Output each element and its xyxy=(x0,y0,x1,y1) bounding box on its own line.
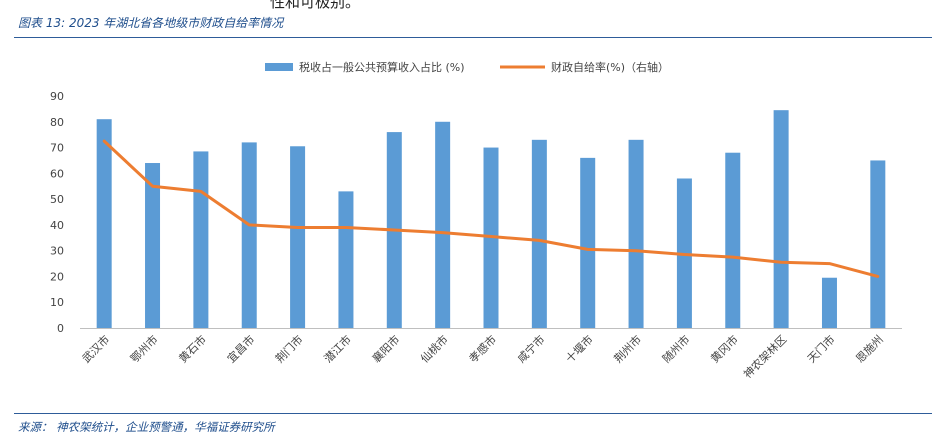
legend-bar-swatch xyxy=(265,63,293,71)
bar-1 xyxy=(145,163,161,328)
y-tick-label: 30 xyxy=(50,245,64,258)
x-tick-label: 武汉市 xyxy=(79,332,112,365)
source-note: 来源： 神农架统计，企业预警通，华福证券研究所 xyxy=(18,420,275,434)
chart: 税收占一般公共预算收入占比 (%) 财政自给率(%)（右轴） 0 10 20 30 40 50… xyxy=(50,60,902,381)
x-tick-label: 咸宁市 xyxy=(514,332,547,365)
bar-2 xyxy=(193,151,209,328)
bar-3 xyxy=(241,142,257,328)
y-tick-label: 50 xyxy=(50,193,64,206)
x-tick-label: 黄冈市 xyxy=(708,332,741,365)
bar-0 xyxy=(96,119,112,328)
y-tick-label: 80 xyxy=(50,116,64,129)
bar-5 xyxy=(338,191,354,328)
bar-13 xyxy=(725,152,741,328)
footer-divider xyxy=(14,413,932,414)
y-tick-label: 10 xyxy=(50,296,64,309)
title-divider xyxy=(14,37,932,38)
y-tick-label: 20 xyxy=(50,270,64,283)
x-tick-label: 宜昌市 xyxy=(224,332,257,365)
bar-10 xyxy=(580,157,596,328)
y-tick-label: 60 xyxy=(50,167,64,180)
y-tick-label: 40 xyxy=(50,219,64,232)
x-tick-label: 恩施州 xyxy=(853,333,886,366)
x-tick-label: 荆门市 xyxy=(272,332,305,365)
x-tick-label: 荆州市 xyxy=(611,332,644,365)
x-tick-label: 潜江市 xyxy=(321,332,354,365)
x-tick-label: 黄石市 xyxy=(176,332,209,365)
y-tick-label: 90 xyxy=(50,90,64,103)
bar-16 xyxy=(870,160,886,328)
bar-11 xyxy=(628,139,644,328)
x-tick-label: 十堰市 xyxy=(563,332,596,365)
bar-9 xyxy=(531,139,547,328)
legend-bar-label: 税收占一般公共预算收入占比 (%) xyxy=(299,60,465,74)
x-tick-label: 天门市 xyxy=(804,332,837,365)
y-tick-label: 70 xyxy=(50,142,64,155)
bar-4 xyxy=(290,146,306,328)
x-tick-label: 神农架林区 xyxy=(740,332,789,381)
y-tick-label: 0 xyxy=(57,322,64,335)
bar-14 xyxy=(773,110,789,328)
bar-7 xyxy=(435,121,451,329)
x-tick-label: 随州市 xyxy=(659,332,692,365)
top-text-fragment: 性和可极别。 xyxy=(270,0,361,11)
legend-line-label: 财政自给率(%)（右轴） xyxy=(551,60,669,74)
x-tick-label: 孝感市 xyxy=(466,332,499,365)
bar-15 xyxy=(821,277,837,328)
x-tick-label: 仙桃市 xyxy=(418,332,451,365)
x-tick-label: 鄂州市 xyxy=(127,332,160,365)
figure-title: 图表 13: 2023 年湖北省各地级市财政自给率情况 xyxy=(18,16,284,30)
x-tick-label: 襄阳市 xyxy=(369,332,402,365)
